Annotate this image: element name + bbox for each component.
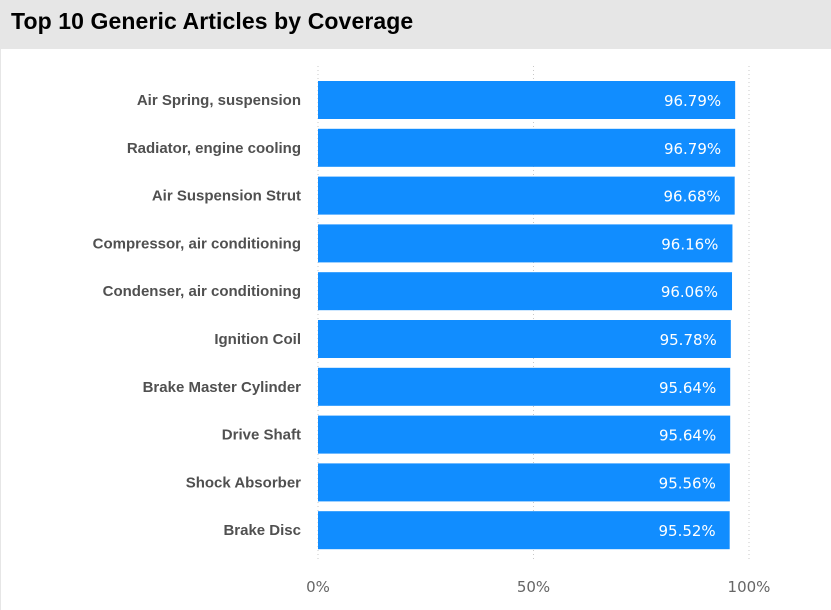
category-label: Compressor, air conditioning xyxy=(93,235,301,252)
data-label: 95.64% xyxy=(659,427,716,445)
category-label: Air Suspension Strut xyxy=(152,188,301,205)
bar xyxy=(318,81,736,119)
data-label: 96.79% xyxy=(664,92,721,110)
category-label: Air Spring, suspension xyxy=(137,92,301,109)
data-label: 96.06% xyxy=(661,283,718,301)
chart-title: Top 10 Generic Articles by Coverage xyxy=(11,8,414,34)
data-label: 96.16% xyxy=(661,235,718,253)
bar xyxy=(318,320,731,358)
category-label: Brake Master Cylinder xyxy=(143,379,302,396)
bar xyxy=(318,272,733,311)
data-label: 95.56% xyxy=(659,474,716,492)
bar xyxy=(318,176,735,215)
data-label: 95.78% xyxy=(660,331,717,349)
bar xyxy=(318,463,730,502)
category-label: Ignition Coil xyxy=(214,331,301,348)
data-label: 95.52% xyxy=(658,522,715,540)
category-label: Brake Disc xyxy=(223,522,301,539)
data-label: 96.68% xyxy=(663,188,720,206)
bar xyxy=(318,128,736,167)
category-label: Condenser, air conditioning xyxy=(103,283,301,300)
x-tick-label: 0% xyxy=(306,578,330,596)
category-label: Radiator, engine cooling xyxy=(127,140,301,157)
x-tick-label: 100% xyxy=(728,578,771,596)
bar xyxy=(318,367,731,406)
bar xyxy=(318,224,733,263)
data-label: 96.79% xyxy=(664,140,721,158)
bar xyxy=(318,415,731,454)
data-label: 95.64% xyxy=(659,379,716,397)
category-label: Drive Shaft xyxy=(222,427,301,444)
bar xyxy=(318,511,730,550)
x-tick-label: 50% xyxy=(517,578,550,596)
title-bar: Top 10 Generic Articles by Coverage xyxy=(1,0,831,49)
category-label: Shock Absorber xyxy=(186,474,301,491)
